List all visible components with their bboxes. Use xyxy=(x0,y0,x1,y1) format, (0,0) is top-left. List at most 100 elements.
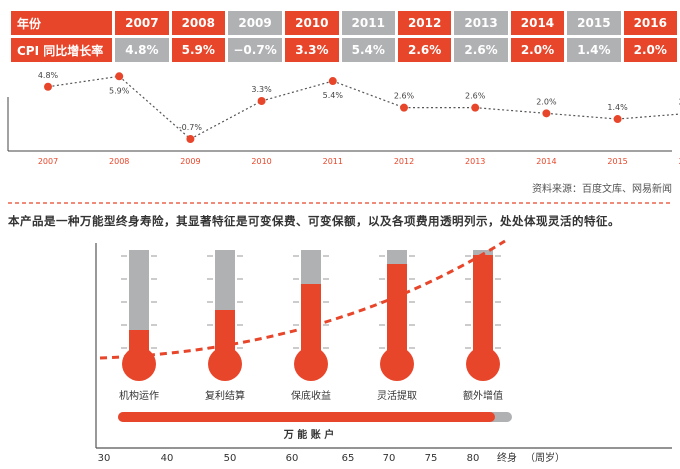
thermometer-tube xyxy=(129,250,149,356)
cpi-point xyxy=(471,103,480,112)
cpi-series-line xyxy=(47,75,680,140)
cpi-point xyxy=(328,77,337,86)
age-tick-label: 30 xyxy=(98,453,111,464)
cpi-points: 4.8% 5.9% -0.7% 3.3% 5.4% 2.6% 2.6% 2.0% 1.4% 2.0… xyxy=(38,71,680,143)
cpi-point xyxy=(115,72,124,81)
year-cell: 2016 xyxy=(623,11,677,35)
account-bar: 万 能 账 户 xyxy=(118,412,512,441)
thermometer-label: 保底收益 xyxy=(291,389,331,402)
cpi-cell: 3.3% xyxy=(285,38,339,62)
age-tick-label: 75 xyxy=(425,453,438,464)
cpi-cell: 2.6% xyxy=(397,38,452,62)
cpi-x-tick-label: 2010 xyxy=(251,157,271,166)
cpi-cell: −0.7% xyxy=(227,38,283,62)
cpi-line-segment xyxy=(475,107,547,114)
age-tick-label: 40 xyxy=(161,453,174,464)
account-bar-label: 万 能 账 户 xyxy=(283,428,334,441)
growth-curve xyxy=(99,239,506,360)
cpi-header: CPI 同比增长率 xyxy=(11,38,113,62)
cpi-line-segment xyxy=(617,113,680,120)
thermometer-label: 额外增值 xyxy=(463,389,503,402)
cpi-line-segment xyxy=(47,75,120,88)
cpi-cell: 2.0% xyxy=(623,38,677,62)
thermometer-bulb xyxy=(208,347,242,381)
cpi-data-label: 5.9% xyxy=(109,86,130,95)
thermometer-bulb xyxy=(380,347,414,381)
cpi-x-tick-label: 2007 xyxy=(38,157,58,166)
year-cell: 2015 xyxy=(567,11,621,35)
cpi-x-tick-label: 2008 xyxy=(109,157,129,166)
cpi-line-segment xyxy=(261,80,333,102)
age-tick-label: 50 xyxy=(224,453,237,464)
cpi-data-label: -0.7% xyxy=(179,123,203,132)
year-cell: 2011 xyxy=(341,11,395,35)
age-tick-label: 65 xyxy=(342,453,355,464)
year-cell: 2012 xyxy=(397,11,452,35)
cpi-point xyxy=(186,135,195,143)
cpi-table: 年份 2007 2008 2009 2010 2011 2012 2013 20… xyxy=(8,8,680,65)
year-cell: 2013 xyxy=(454,11,508,35)
cpi-data-label: 2.0% xyxy=(679,97,680,106)
cpi-data-label: 1.4% xyxy=(607,103,628,112)
cpi-point xyxy=(542,109,551,118)
thermometer-bulb xyxy=(294,347,328,381)
thermometer-fill xyxy=(301,284,321,356)
cpi-x-tick-label: 2011 xyxy=(323,157,343,166)
thermo-bars xyxy=(121,250,501,381)
cpi-cell: 2.6% xyxy=(454,38,508,62)
thermometer-bulb xyxy=(122,347,156,381)
cpi-x-tick-label: 2015 xyxy=(607,157,627,166)
year-row: 年份 2007 2008 2009 2010 2011 2012 2013 20… xyxy=(11,11,677,35)
cpi-point xyxy=(613,115,622,124)
cpi-point xyxy=(44,82,52,91)
cpi-point xyxy=(400,103,408,112)
cpi-x-tick-label: 2012 xyxy=(394,157,414,166)
thermo-axes xyxy=(95,243,672,449)
thermometer-fill xyxy=(387,264,407,356)
year-cell: 2014 xyxy=(510,11,565,35)
cpi-point xyxy=(257,97,266,105)
thermo-labels: 机构运作 复利结算 保底收益 灵活提取 额外增值 xyxy=(119,389,503,402)
cpi-x-tick-label: 2009 xyxy=(180,157,200,166)
cpi-data-label: 4.8% xyxy=(38,71,59,80)
thermometer-bulb xyxy=(466,347,500,381)
year-cell: 2007 xyxy=(115,11,169,35)
year-cell: 2008 xyxy=(171,11,225,35)
cpi-row: CPI 同比增长率 4.8% 5.9% −0.7% 3.3% 5.4% 2.6%… xyxy=(11,38,677,62)
source-note: 资料来源：百度文库、网易新闻 xyxy=(532,184,672,195)
age-tick-label: 终身 xyxy=(497,451,517,464)
age-tick-label: 80 xyxy=(467,453,480,464)
year-cell: 2010 xyxy=(285,11,339,35)
age-unit-label: （周岁） xyxy=(525,451,565,464)
cpi-data-label: 2.0% xyxy=(536,97,557,106)
cpi-cell: 2.0% xyxy=(510,38,565,62)
cpi-line-segment xyxy=(332,80,405,109)
cpi-x-labels: 2007 2008 2009 2010 2011 2012 2013 2014 2015 2016 xyxy=(38,157,680,166)
cpi-x-tick-label: 2013 xyxy=(465,157,485,166)
cpi-x-tick-label: 2016 xyxy=(679,157,680,166)
cpi-data-label: 3.3% xyxy=(251,85,272,94)
cpi-axis xyxy=(7,97,672,152)
cpi-line-chart: 4.8% 5.9% -0.7% 3.3% 5.4% 2.6% 2.6% 2.0% 1.4% 2.0… xyxy=(7,71,680,166)
cpi-data-label: 2.6% xyxy=(394,92,415,101)
growth-curve-path xyxy=(99,239,506,360)
age-tick-label: 70 xyxy=(383,453,396,464)
cpi-data-label: 2.6% xyxy=(465,92,486,101)
cpi-cell: 5.4% xyxy=(341,38,395,62)
product-description: 本产品是一种万能型终身寿险，其显著特征是可变保费、可变保额，以及各项费用透明列示… xyxy=(8,214,620,228)
thermometer-label: 复利结算 xyxy=(205,389,245,402)
year-header: 年份 xyxy=(11,11,113,35)
year-cell: 2009 xyxy=(227,11,283,35)
thermometer-fill xyxy=(473,255,493,356)
thermometer-label: 灵活提取 xyxy=(377,390,417,402)
thermometer-label: 机构运作 xyxy=(119,389,159,402)
cpi-x-tick-label: 2014 xyxy=(536,157,556,166)
cpi-cell: 5.9% xyxy=(171,38,225,62)
age-tick-label: 60 xyxy=(286,453,299,464)
account-bar-fill xyxy=(118,412,495,422)
cpi-data-label: 5.4% xyxy=(323,91,344,100)
cpi-cell: 1.4% xyxy=(567,38,621,62)
age-axis: 30 40 50 60 65 70 75 80 终身 （周岁） xyxy=(98,451,565,464)
thermometer-fill xyxy=(215,310,235,356)
